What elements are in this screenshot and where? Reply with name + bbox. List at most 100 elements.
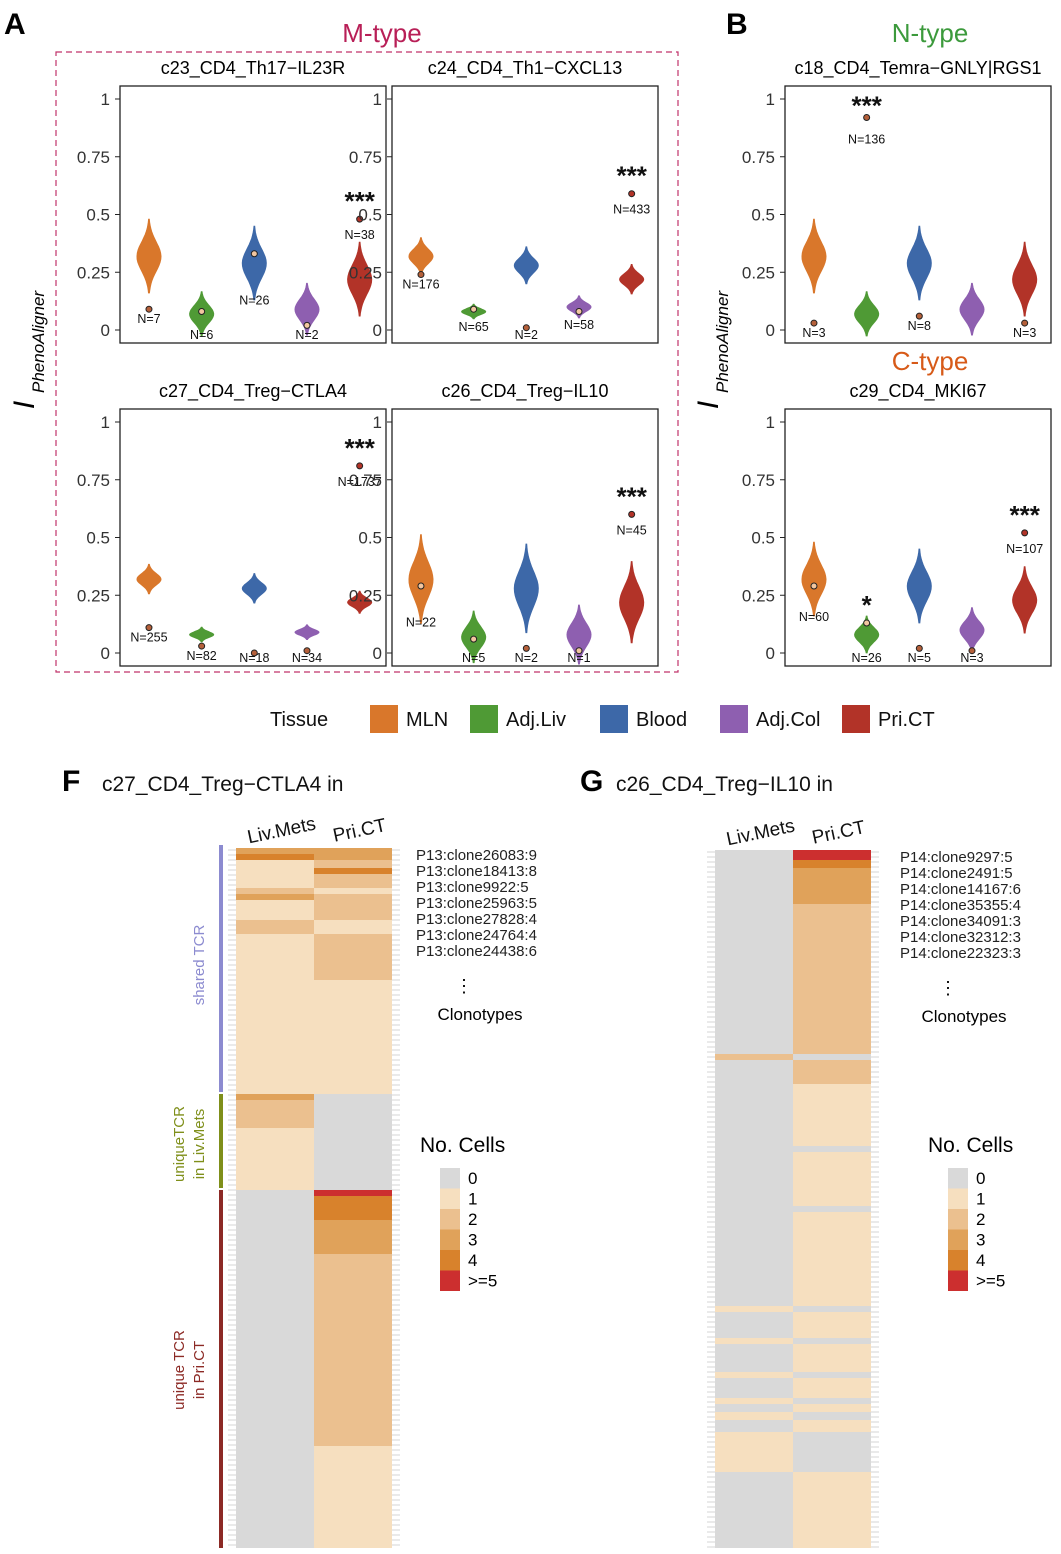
heatmap-cell: [236, 854, 314, 860]
ntype-title: N-type: [892, 18, 969, 48]
heatmap-cell: [793, 1084, 871, 1146]
ellipsis: ⋮: [455, 976, 473, 996]
heatmap-cell: [314, 900, 392, 920]
panel-title: c27_CD4_Treg−CTLA4: [159, 381, 347, 402]
violin-Adj.Liv: [854, 615, 880, 654]
heatmap-cell: [793, 1404, 871, 1412]
point-Blood: [250, 649, 258, 657]
heatmap-cell: [236, 1190, 314, 1196]
heatmap-cell: [314, 860, 392, 868]
n-label: N=255: [130, 631, 167, 645]
heatmap-cell: [715, 1372, 793, 1378]
heatmap-cell: [715, 1344, 793, 1372]
violin-Adj.Col: [294, 282, 320, 336]
row-label: P14:clone14167:6: [900, 881, 1021, 898]
heatmap-cell: [715, 1152, 793, 1206]
heatmap-cell: [793, 1206, 871, 1212]
legend-swatch: [370, 705, 398, 733]
group-label-line: in Liv.Mets: [191, 1109, 208, 1180]
point-MLN: [145, 624, 153, 632]
heatmap-cell: [236, 1254, 314, 1446]
point-Adj.Col: [575, 308, 583, 316]
violin-Pri.CT: [347, 590, 373, 614]
more-label: Clonotypes: [921, 1007, 1006, 1026]
y-axis-label-main: I: [8, 401, 41, 409]
cells-legend-swatch: [440, 1250, 460, 1271]
heatmap-cell: [715, 904, 793, 1054]
n-label: N=26: [239, 294, 269, 308]
heatmap-cell: [236, 900, 314, 920]
heatmap-cell: [715, 860, 793, 868]
heatmap-cell: [793, 1398, 871, 1404]
row-label: P14:clone34091:3: [900, 913, 1021, 930]
heatmap-cell: [314, 1100, 392, 1128]
heatmap-cell: [236, 980, 314, 1094]
cells-legend-label: 3: [468, 1231, 477, 1250]
n-label: N=6: [190, 328, 213, 342]
plot-frame: [119, 85, 387, 344]
row-label: P13:clone24764:4: [416, 927, 537, 944]
heatmap-g-title: c26_CD4_Treg−IL10 in: [616, 773, 833, 796]
y-tick-label: 0.25: [349, 263, 382, 282]
violin-panels: c23_CD4_Th17−IL23R 0 0.25 0.5 0.75 1 N=7 N=6 N=2…: [77, 58, 1052, 667]
point-Adj.Col: [575, 647, 583, 655]
heatmap-cell: [236, 1094, 314, 1100]
point-Adj.Col: [968, 647, 976, 655]
y-tick-label: 0.75: [349, 471, 382, 490]
y-tick-label: 1: [373, 90, 382, 109]
point-MLN: [417, 271, 425, 279]
plot-frame: [784, 408, 1052, 667]
heatmap-cell: [314, 854, 392, 860]
heatmap-cell: [236, 1220, 314, 1254]
violin-MLN: [801, 218, 827, 294]
significance-mark: ***: [344, 433, 375, 463]
y-tick-label: 1: [101, 413, 110, 432]
row-label: P14:clone9297:5: [900, 849, 1013, 866]
extra-point: [863, 113, 871, 121]
n-label: N=2: [515, 651, 538, 665]
significance-mark: ***: [344, 186, 375, 216]
point-Blood: [522, 324, 530, 332]
cells-legend-label: 0: [468, 1169, 477, 1188]
heatmap-cell: [314, 1094, 392, 1100]
violin-MLN: [136, 218, 162, 294]
mtype-title: M-type: [342, 18, 421, 48]
y-axis-label-main-2: I: [692, 401, 725, 409]
heatmap-cell: [314, 1254, 392, 1446]
n-label: N=7: [137, 312, 160, 326]
heatmap-cell: [314, 1446, 392, 1548]
y-tick-label: 0.25: [742, 263, 775, 282]
n-label: N=136: [848, 132, 885, 146]
n-label: N=5: [462, 651, 485, 665]
heatmap-cell: [314, 934, 392, 980]
row-label: P14:clone2491:5: [900, 865, 1013, 882]
legend-swatch: [600, 705, 628, 733]
significance-mark: ***: [616, 481, 647, 511]
group-label-line: in Pri.CT: [191, 1341, 208, 1399]
y-tick-label: 0.75: [742, 148, 775, 167]
violin-MLN: [408, 237, 434, 275]
n-label: N=65: [459, 320, 489, 334]
n-label: N=26: [852, 651, 882, 665]
point-Adj.Liv: [470, 635, 478, 643]
heatmap-cell: [715, 1306, 793, 1312]
n-label: N=3: [802, 326, 825, 340]
heatmap-cell: [236, 860, 314, 868]
heatmap-cell: [715, 1084, 793, 1146]
significance-mark: *: [862, 590, 873, 620]
cells-legend-swatch: [948, 1209, 968, 1230]
heatmap-cell: [715, 1420, 793, 1432]
row-label: P14:clone35355:4: [900, 897, 1021, 914]
legend-label: MLN: [406, 709, 448, 731]
heatmap-cell: [236, 888, 314, 894]
point-Adj.Liv: [863, 619, 871, 627]
heatmap-cell: [793, 1432, 871, 1440]
y-axis-label-left: I PhenoAligner: [8, 290, 48, 410]
violin-MLN: [136, 563, 162, 595]
y-tick-label: 0: [101, 644, 110, 663]
y-tick-label: 0: [766, 321, 775, 340]
heatmap-cell: [314, 920, 392, 934]
violin-Adj.Liv: [189, 626, 215, 643]
n-label: N=3: [960, 651, 983, 665]
